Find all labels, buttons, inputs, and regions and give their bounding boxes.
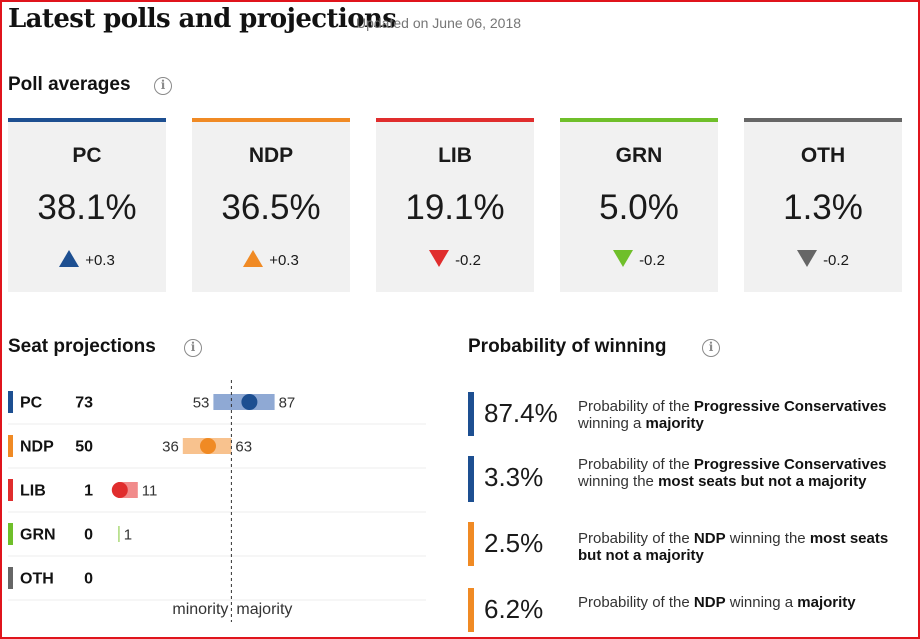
party-label: NDP <box>20 439 54 456</box>
info-icon[interactable]: i <box>702 339 720 357</box>
minority-label: minority <box>172 601 228 618</box>
party-label: LIB <box>20 483 46 500</box>
probability-color-bar <box>468 456 474 502</box>
poll-change: +0.3 <box>8 250 166 269</box>
range-high-label: 11 <box>142 483 158 500</box>
change-value: -0.2 <box>455 252 481 269</box>
triangle-down-icon <box>613 250 634 267</box>
change-value: +0.3 <box>85 252 115 269</box>
probability-description: Probability of the NDP winning the most … <box>578 530 889 564</box>
party-label: PC <box>20 395 43 412</box>
projected-seats: 0 <box>84 571 93 588</box>
probability-color-bar <box>468 392 474 436</box>
change-value: -0.2 <box>639 252 665 269</box>
probability-value: 87.4% <box>484 398 558 428</box>
probability-color-bar <box>468 522 474 566</box>
triangle-down-icon <box>797 250 818 267</box>
probability-description: Probability of the Progressive Conservat… <box>578 398 887 432</box>
probability-row: 87.4% Probability of the Progressive Cons… <box>468 392 908 436</box>
party-label: GRN <box>20 527 56 544</box>
probability-row: 3.3% Probability of the Progressive Conse… <box>468 456 908 502</box>
majority-label: majority <box>236 601 292 618</box>
range-high-label: 63 <box>235 439 252 456</box>
probability-row: 2.5% Probability of the NDP winning the m… <box>468 522 908 566</box>
change-value: -0.2 <box>823 252 849 269</box>
probability-title: Probability of winning <box>468 336 667 357</box>
party-name: GRN <box>615 144 663 167</box>
projection-dot <box>111 482 128 498</box>
party-name: NDP <box>248 144 294 167</box>
probability-description: Probability of the NDP winning a majorit… <box>578 594 856 611</box>
updated-date: Updated on June 06, 2018 <box>356 15 522 31</box>
projected-seats: 73 <box>75 395 93 412</box>
poll-value: 19.1% <box>405 188 505 227</box>
poll-card-grn: GRN 5.0% -0.2 <box>560 118 718 292</box>
probability-row: 6.2% Probability of the NDP winning a maj… <box>468 588 908 632</box>
probability-value: 3.3% <box>484 462 544 492</box>
triangle-up-icon <box>59 250 80 267</box>
range-high-label: 1 <box>124 527 132 544</box>
poll-change: -0.2 <box>744 250 902 269</box>
party-marker <box>8 567 13 589</box>
range-low-label: 36 <box>162 439 179 456</box>
poll-card-oth: OTH 1.3% -0.2 <box>744 118 902 292</box>
seat-projections-title: Seat projections <box>8 336 156 357</box>
projected-seats: 50 <box>75 439 93 456</box>
range-high-label: 87 <box>279 395 296 412</box>
poll-change: +0.3 <box>192 250 350 269</box>
poll-change: -0.2 <box>560 250 718 269</box>
range-bar <box>118 526 120 542</box>
poll-change: -0.2 <box>376 250 534 269</box>
projection-dot <box>200 438 216 454</box>
triangle-down-icon <box>429 250 450 267</box>
poll-value: 38.1% <box>37 188 137 227</box>
probability-color-bar <box>468 588 474 632</box>
probability-value: 2.5% <box>484 528 544 558</box>
party-label: OTH <box>20 571 54 588</box>
page-title: Latest polls and projections <box>8 4 397 34</box>
poll-value: 5.0% <box>599 188 679 227</box>
projection-dot <box>241 394 258 410</box>
poll-value: 1.3% <box>783 188 863 227</box>
party-name: LIB <box>438 144 472 167</box>
party-name: PC <box>72 144 102 167</box>
probability-description: Probability of the Progressive Conservat… <box>578 456 887 490</box>
party-marker <box>8 435 13 457</box>
poll-value: 36.5% <box>221 188 321 227</box>
poll-card-pc: PC 38.1% +0.3 <box>8 118 166 292</box>
party-marker <box>8 523 13 545</box>
info-icon[interactable]: i <box>154 77 172 95</box>
poll-card-ndp: NDP 36.5% +0.3 <box>192 118 350 292</box>
projected-seats: 1 <box>84 483 93 500</box>
party-marker <box>8 391 13 413</box>
poll-averages-title: Poll averages <box>8 74 131 95</box>
change-value: +0.3 <box>269 252 299 269</box>
poll-card-lib: LIB 19.1% -0.2 <box>376 118 534 292</box>
party-name: OTH <box>800 144 846 167</box>
probability-value: 6.2% <box>484 594 544 624</box>
projected-seats: 0 <box>84 527 93 544</box>
info-icon[interactable]: i <box>184 339 202 357</box>
triangle-up-icon <box>243 250 264 267</box>
range-low-label: 53 <box>193 395 210 412</box>
party-marker <box>8 479 13 501</box>
